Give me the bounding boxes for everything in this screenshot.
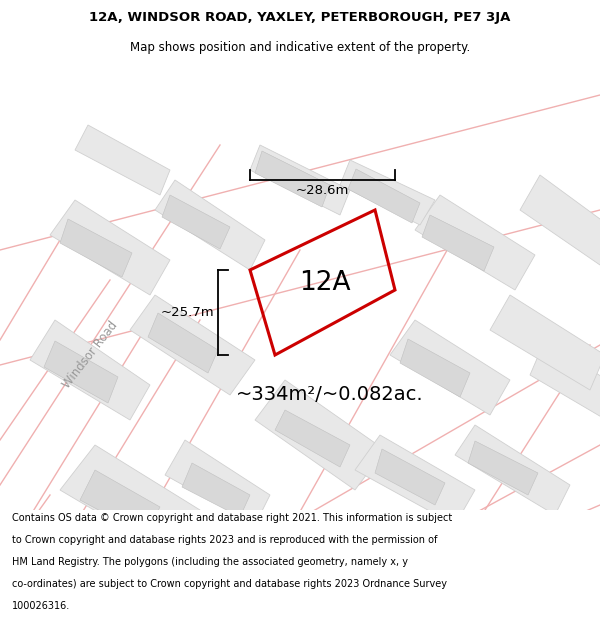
Polygon shape — [130, 295, 255, 395]
Text: Windsor Road: Windsor Road — [60, 319, 120, 391]
Text: ~28.6m: ~28.6m — [296, 184, 349, 197]
Polygon shape — [400, 339, 470, 397]
Polygon shape — [530, 340, 600, 425]
Text: to Crown copyright and database rights 2023 and is reproduced with the permissio: to Crown copyright and database rights 2… — [12, 535, 437, 545]
Text: Map shows position and indicative extent of the property.: Map shows position and indicative extent… — [130, 41, 470, 54]
Text: 12A: 12A — [299, 270, 351, 296]
Polygon shape — [255, 151, 330, 207]
Polygon shape — [455, 425, 570, 515]
Text: 100026316.: 100026316. — [12, 601, 70, 611]
Polygon shape — [75, 125, 170, 195]
Text: ~25.7m: ~25.7m — [160, 306, 214, 319]
Polygon shape — [340, 160, 435, 225]
Polygon shape — [60, 445, 200, 555]
Polygon shape — [255, 380, 385, 490]
Text: co-ordinates) are subject to Crown copyright and database rights 2023 Ordnance S: co-ordinates) are subject to Crown copyr… — [12, 579, 447, 589]
Polygon shape — [415, 195, 535, 290]
Polygon shape — [155, 180, 265, 270]
Polygon shape — [165, 440, 270, 525]
Polygon shape — [520, 175, 600, 265]
Polygon shape — [44, 341, 118, 403]
Text: Contains OS data © Crown copyright and database right 2021. This information is : Contains OS data © Crown copyright and d… — [12, 514, 452, 524]
Polygon shape — [422, 215, 494, 271]
Text: HM Land Registry. The polygons (including the associated geometry, namely x, y: HM Land Registry. The polygons (includin… — [12, 557, 408, 567]
Polygon shape — [50, 200, 170, 295]
Polygon shape — [468, 441, 538, 495]
Polygon shape — [162, 195, 230, 249]
Polygon shape — [348, 169, 420, 223]
Polygon shape — [490, 295, 600, 390]
Polygon shape — [182, 463, 250, 517]
Polygon shape — [390, 320, 510, 415]
Polygon shape — [148, 313, 218, 373]
Polygon shape — [80, 470, 160, 535]
Polygon shape — [60, 219, 132, 277]
Polygon shape — [250, 145, 350, 215]
Polygon shape — [355, 435, 475, 525]
Polygon shape — [375, 449, 445, 505]
Text: 12A, WINDSOR ROAD, YAXLEY, PETERBOROUGH, PE7 3JA: 12A, WINDSOR ROAD, YAXLEY, PETERBOROUGH,… — [89, 11, 511, 24]
Polygon shape — [30, 320, 150, 420]
Text: ~334m²/~0.082ac.: ~334m²/~0.082ac. — [236, 386, 424, 404]
Polygon shape — [275, 410, 350, 467]
